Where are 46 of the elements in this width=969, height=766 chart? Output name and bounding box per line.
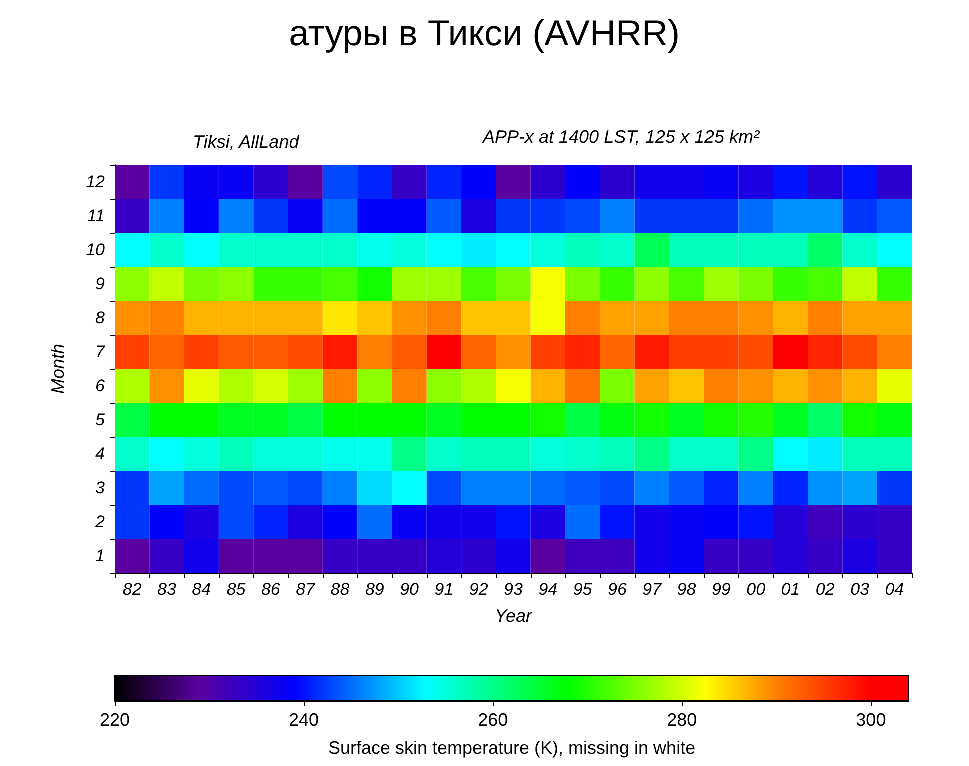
y-tick-label: 6 [96,376,106,396]
y-tick-label: 11 [87,206,105,226]
text: APP-x at 1400 LST, 125 x 125 km² [482,127,760,147]
y-tick-label: 5 [96,410,106,430]
y-tick-label: 2 [94,512,106,532]
x-tick-label: 89 [365,580,385,599]
x-tick-label: 96 [608,580,628,599]
x-tick-label: 85 [226,580,246,599]
x-tick-label: 82 [122,580,142,599]
x-tick-label: 84 [192,580,212,599]
x-tick-label: 87 [296,580,316,599]
color-bar-label: 220 [100,710,130,730]
color-bar-label: 280 [667,710,698,730]
x-tick-label: 86 [261,580,281,599]
x-tick-label: 04 [885,580,904,599]
x-tick-label: 88 [330,580,350,599]
y-tick-label: 12 [86,172,106,192]
x-tick-label: 91 [434,580,454,599]
y-tick-label: 8 [96,308,106,328]
y-tick-label: 3 [96,478,106,498]
x-tick-label: 92 [469,580,489,599]
x-axis-title: Year [494,606,534,626]
x-tick-label: 90 [400,580,420,599]
color-bar-label: 240 [289,710,320,730]
x-tick-label: 94 [538,580,558,599]
x-tick-label: 00 [746,580,766,599]
x-tick-label: 98 [677,580,697,599]
color-bar-title: Surface skin temperature (K), missing in white [328,738,696,758]
x-tick-label: 83 [158,580,177,599]
x-tick-label: 95 [573,580,593,599]
chart-subtitle: Tiksi, AllLand [193,132,300,152]
chart-title: атуры в Тикси (AVHRR) [289,12,680,54]
x-tick-label: 01 [781,580,800,599]
x-tick-label: 02 [816,580,836,599]
y-tick-label: 4 [96,444,105,464]
y-axis-title: Month [48,344,68,394]
y-tick-label: 7 [96,342,106,362]
x-tick-label: 99 [712,580,732,599]
y-tick-label: 10 [86,240,106,260]
color-bar-label: 260 [478,710,508,730]
y-tick-label: 1 [96,546,105,566]
x-tick-label: 03 [850,580,870,599]
color-bar-label: 300 [856,710,886,730]
x-tick-label: 93 [504,580,524,599]
x-tick-label: 97 [642,580,662,599]
y-tick-label: 9 [96,274,106,294]
